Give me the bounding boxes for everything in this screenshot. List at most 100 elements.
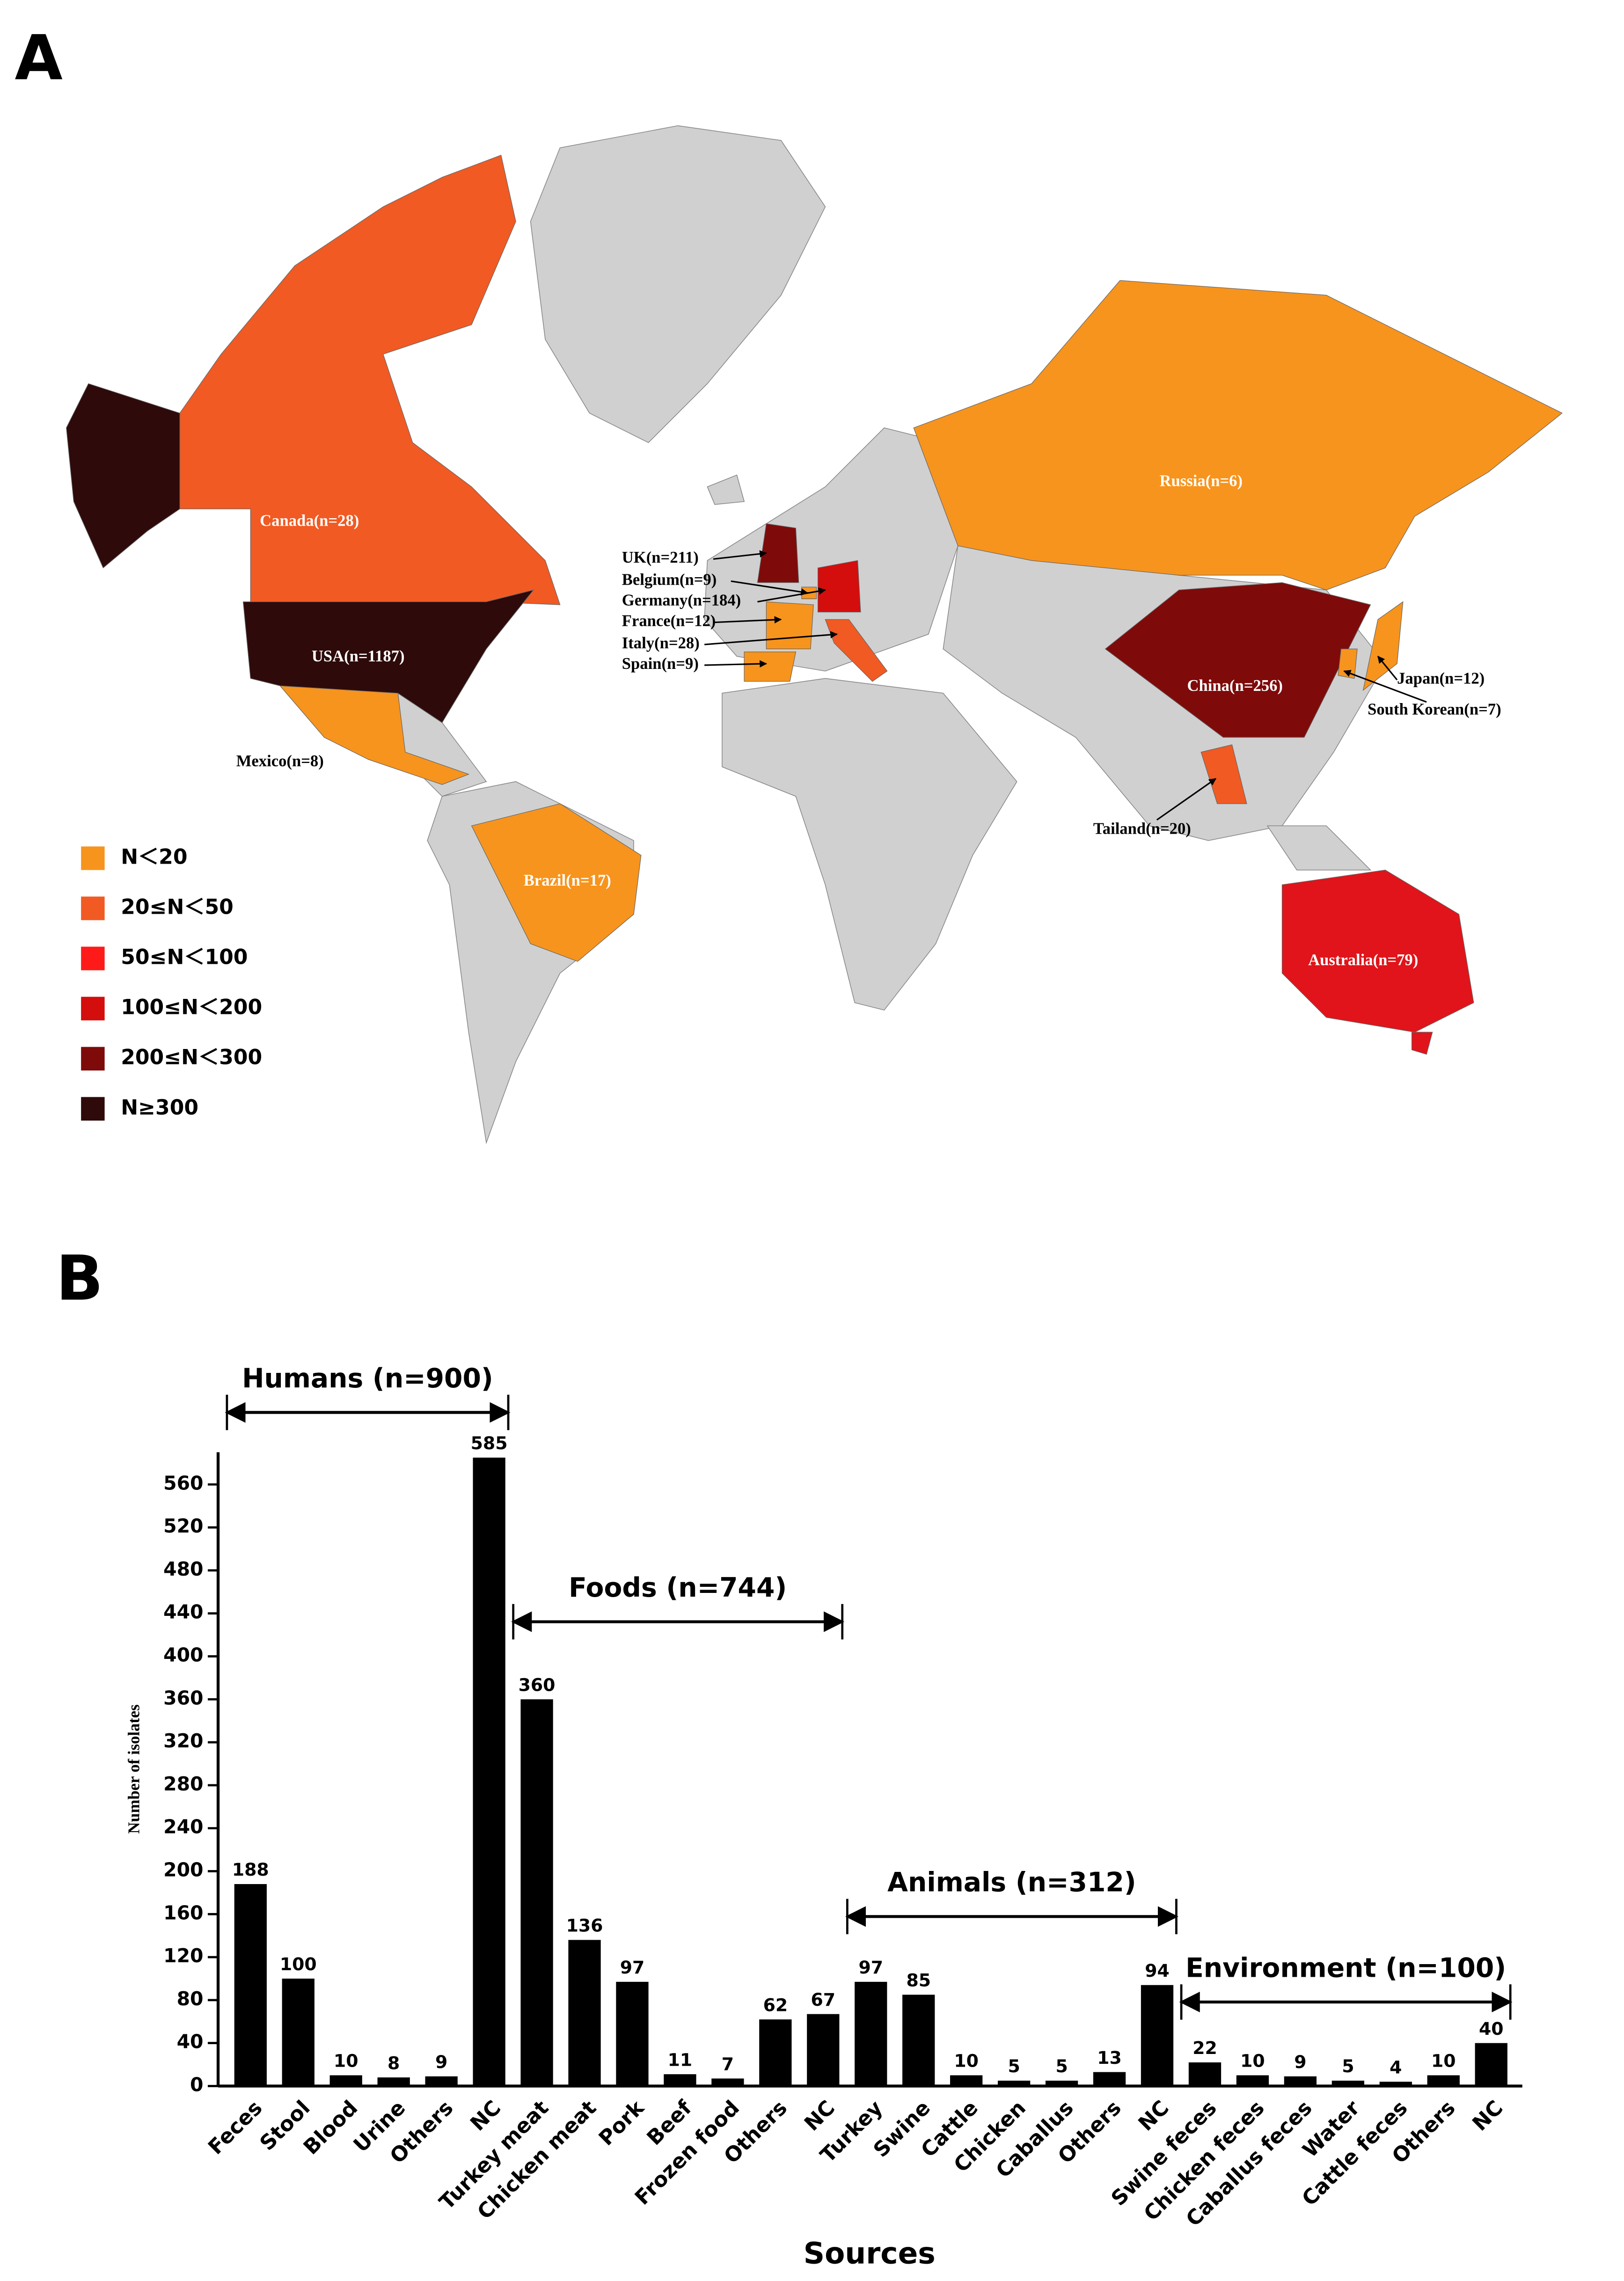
pointer-arrow (1156, 778, 1217, 821)
value-label: 10 (334, 2051, 358, 2071)
value-label: 4 (1390, 2057, 1402, 2077)
value-label: 5 (1055, 2056, 1068, 2076)
x-tick-label: Blood (299, 2096, 363, 2160)
legend-swatch (81, 1047, 105, 1071)
value-label: 40 (1479, 2018, 1504, 2039)
y-tick-label: 120 (163, 1944, 203, 1967)
value-label: 62 (763, 1995, 788, 2015)
legend-swatch (81, 1097, 105, 1121)
y-tick-label: 40 (177, 2031, 204, 2053)
value-label: 11 (668, 2049, 693, 2070)
country (1105, 582, 1371, 738)
land (1266, 825, 1372, 871)
bar (1045, 2080, 1078, 2086)
pointer-arrow (713, 616, 782, 623)
x-tick-label: Pork (594, 2095, 650, 2150)
country-label: Japan(n=12) (1397, 669, 1485, 687)
value-label: 85 (906, 1970, 931, 1991)
value-label: 5 (1342, 2056, 1354, 2076)
bar (425, 2076, 458, 2086)
y-tick-label: 280 (163, 1773, 203, 1795)
y-tick-label: 240 (163, 1816, 203, 1838)
value-label: 10 (1431, 2051, 1456, 2071)
y-tick-label: 560 (163, 1472, 203, 1494)
land (530, 125, 826, 443)
country (1200, 744, 1247, 804)
country (1281, 870, 1474, 1033)
y-tick-label: 320 (163, 1730, 203, 1752)
country-label: Mexico(n=8) (236, 752, 324, 770)
value-label: 9 (435, 2052, 447, 2072)
legend-swatch (81, 946, 105, 970)
land (707, 474, 745, 505)
y-tick-label: 200 (163, 1858, 203, 1881)
country-label: Tailand(n=20) (1093, 820, 1191, 838)
bar (807, 2014, 840, 2086)
country (179, 154, 561, 605)
bar (1379, 2082, 1412, 2086)
pointer-arrow (704, 660, 767, 668)
x-tick-label: NC (800, 2096, 840, 2136)
bar (234, 1884, 267, 2086)
value-label: 97 (858, 1957, 883, 1978)
bar (1141, 1985, 1174, 2086)
pointer-arrow (704, 631, 838, 645)
bar (616, 1981, 649, 2086)
country (825, 619, 888, 682)
country (66, 383, 180, 569)
land (722, 678, 1017, 1011)
bar (950, 2075, 983, 2086)
legend-label: 20≤N＜50 (121, 895, 234, 919)
country (744, 652, 797, 682)
bar (1188, 2062, 1222, 2086)
legend-label: 50≤N＜100 (121, 946, 248, 969)
bar (1284, 2076, 1317, 2086)
country-label: South Korean(n=7) (1368, 701, 1501, 719)
country-label: Germany(n=184) (622, 592, 741, 609)
country-label: UK(n=211) (622, 549, 699, 566)
y-tick-label: 360 (163, 1687, 203, 1709)
group-label: Environment (n=100) (1185, 1952, 1506, 1983)
panel-label: A (15, 22, 62, 94)
y-tick-label: 480 (163, 1558, 203, 1580)
value-label: 97 (620, 1957, 645, 1978)
x-axis-title: Sources (804, 2237, 936, 2271)
group-label: Foods (n=744) (569, 1572, 787, 1603)
pointer-arrow (757, 587, 826, 603)
value-label: 22 (1192, 2038, 1217, 2058)
country-label: France(n=12) (622, 612, 716, 630)
country (817, 560, 861, 613)
country (471, 803, 642, 962)
group-label: Humans (n=900) (242, 1363, 493, 1394)
pointer-arrow (731, 580, 809, 596)
value-label: 585 (471, 1433, 508, 1453)
bar (377, 2077, 410, 2086)
bar (520, 1699, 553, 2086)
bar (759, 2019, 792, 2086)
legend-label: 100≤N＜200 (121, 996, 262, 1019)
bar (902, 1995, 935, 2086)
value-label: 10 (1240, 2051, 1265, 2071)
panel-label: B (56, 1242, 103, 1314)
y-tick-label: 400 (163, 1644, 203, 1666)
bar (1475, 2043, 1507, 2086)
country-label: Australia(n=79) (1308, 951, 1418, 969)
value-label: 94 (1145, 1960, 1170, 1981)
country (279, 685, 470, 785)
country (1411, 1032, 1433, 1055)
pointer-arrow (713, 550, 767, 560)
bar (1331, 2080, 1364, 2086)
bar (1236, 2075, 1269, 2086)
bar (711, 2078, 744, 2086)
pointer-arrow (1377, 655, 1398, 681)
y-tick-label: 440 (163, 1601, 203, 1623)
bar (568, 1940, 601, 2086)
y-tick-label: 160 (163, 1901, 203, 1924)
pointer-arrow (1343, 670, 1427, 703)
value-label: 188 (232, 1859, 269, 1880)
country (757, 523, 799, 583)
legend-swatch (81, 997, 105, 1020)
country-label: Italy(n=28) (622, 634, 700, 652)
country-label: China(n=256) (1187, 677, 1282, 695)
